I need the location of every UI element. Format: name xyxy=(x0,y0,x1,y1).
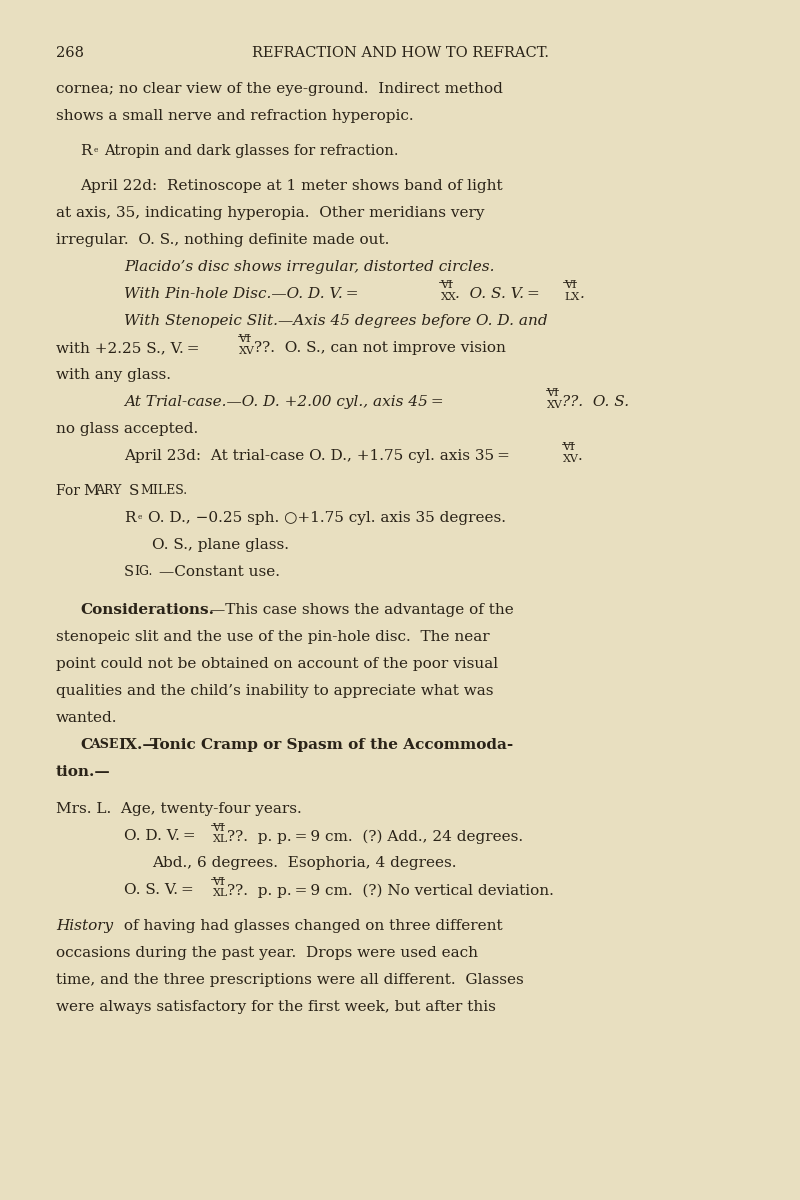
Text: IX.—: IX.— xyxy=(118,738,158,751)
Text: Tonic Cramp or Spasm of the Accommoda-: Tonic Cramp or Spasm of the Accommoda- xyxy=(150,738,513,751)
Text: History: History xyxy=(56,918,113,932)
Text: Mrs. L.  Age, twenty-four years.: Mrs. L. Age, twenty-four years. xyxy=(56,803,302,816)
Text: —Constant use.: —Constant use. xyxy=(159,565,280,578)
Text: XV: XV xyxy=(547,400,563,409)
Text: .: . xyxy=(579,287,584,301)
Text: S: S xyxy=(124,565,134,578)
Text: VI: VI xyxy=(212,823,225,833)
Text: O. D. V. =: O. D. V. = xyxy=(124,829,198,844)
Text: ᵉ: ᵉ xyxy=(94,146,98,160)
Text: XX: XX xyxy=(441,292,457,301)
Text: of having had glasses changed on three different: of having had glasses changed on three d… xyxy=(119,918,503,932)
Text: ??.  p. p. = 9 cm.  (?) Add., 24 degrees.: ??. p. p. = 9 cm. (?) Add., 24 degrees. xyxy=(227,829,523,844)
Text: Placido’s disc shows irregular, distorted circles.: Placido’s disc shows irregular, distorte… xyxy=(124,259,494,274)
Text: cornea; no clear view of the eye-ground.  Indirect method: cornea; no clear view of the eye-ground.… xyxy=(56,82,503,96)
Text: XV: XV xyxy=(563,454,579,463)
Text: ??.  p. p. = 9 cm.  (?) No vertical deviation.: ??. p. p. = 9 cm. (?) No vertical deviat… xyxy=(227,883,554,898)
Text: occasions during the past year.  Drops were used each: occasions during the past year. Drops we… xyxy=(56,946,478,960)
Text: VI: VI xyxy=(440,280,453,290)
Text: .: . xyxy=(578,449,582,463)
Text: ASE: ASE xyxy=(90,738,118,751)
Text: O. S., plane glass.: O. S., plane glass. xyxy=(152,538,289,552)
Text: At Trial-case.—O. D. +2.00 cyl., axis 45 =: At Trial-case.—O. D. +2.00 cyl., axis 45… xyxy=(124,395,446,409)
Text: XL: XL xyxy=(213,834,228,845)
Text: point could not be obtained on account of the poor visual: point could not be obtained on account o… xyxy=(56,656,498,671)
Text: with +2.25 S., V. =: with +2.25 S., V. = xyxy=(56,341,202,355)
Text: 268: 268 xyxy=(56,46,84,60)
Text: —This case shows the advantage of the: —This case shows the advantage of the xyxy=(210,602,514,617)
Text: .  O. S. V. =: . O. S. V. = xyxy=(455,287,543,301)
Text: time, and the three prescriptions were all different.  Glasses: time, and the three prescriptions were a… xyxy=(56,972,524,986)
Text: M: M xyxy=(83,484,99,498)
Text: ??.  O. S., can not improve vision: ??. O. S., can not improve vision xyxy=(254,341,506,355)
Text: with any glass.: with any glass. xyxy=(56,367,171,382)
Text: LX: LX xyxy=(565,292,580,301)
Text: shows a small nerve and refraction hyperopic.: shows a small nerve and refraction hyper… xyxy=(56,108,414,122)
Text: ᵉ: ᵉ xyxy=(138,514,142,527)
Text: S: S xyxy=(129,484,139,498)
Text: ??.  O. S.: ??. O. S. xyxy=(562,395,629,409)
Text: tion.—: tion.— xyxy=(56,764,110,779)
Text: Considerations.: Considerations. xyxy=(80,602,214,617)
Text: XL: XL xyxy=(213,888,228,899)
Text: C: C xyxy=(80,738,92,751)
Text: ARY: ARY xyxy=(95,484,126,497)
Text: VI: VI xyxy=(212,877,225,887)
Text: MILES.: MILES. xyxy=(141,484,188,497)
Text: XV: XV xyxy=(239,346,255,355)
Text: R: R xyxy=(124,511,135,524)
Text: With Stenopeic Slit.—Axis 45 degrees before O. D. and: With Stenopeic Slit.—Axis 45 degrees bef… xyxy=(124,313,548,328)
Text: VI: VI xyxy=(562,442,575,452)
Text: April 22d:  Retinoscope at 1 meter shows band of light: April 22d: Retinoscope at 1 meter shows … xyxy=(80,179,502,193)
Text: wanted.: wanted. xyxy=(56,710,118,725)
Text: stenopeic slit and the use of the pin-hole disc.  The near: stenopeic slit and the use of the pin-ho… xyxy=(56,630,490,643)
Text: R: R xyxy=(80,144,91,157)
Text: Abd., 6 degrees.  Esophoria, 4 degrees.: Abd., 6 degrees. Esophoria, 4 degrees. xyxy=(152,857,457,870)
Text: VI: VI xyxy=(564,280,577,290)
Text: at axis, 35, indicating hyperopia.  Other meridians very: at axis, 35, indicating hyperopia. Other… xyxy=(56,205,485,220)
Text: were always satisfactory for the first week, but after this: were always satisfactory for the first w… xyxy=(56,1000,496,1014)
Text: O. S. V. =: O. S. V. = xyxy=(124,883,197,898)
Text: VI: VI xyxy=(546,388,559,398)
Text: For: For xyxy=(56,484,84,498)
Text: VI: VI xyxy=(238,334,251,344)
Text: April 23d:  At trial-case O. D., +1.75 cyl. axis 35 =: April 23d: At trial-case O. D., +1.75 cy… xyxy=(124,449,513,463)
Text: REFRACTION AND HOW TO REFRACT.: REFRACTION AND HOW TO REFRACT. xyxy=(251,46,549,60)
Text: Atropin and dark glasses for refraction.: Atropin and dark glasses for refraction. xyxy=(104,144,398,157)
Text: irregular.  O. S., nothing definite made out.: irregular. O. S., nothing definite made … xyxy=(56,233,390,247)
Text: O. D., −0.25 sph. ○+1.75 cyl. axis 35 degrees.: O. D., −0.25 sph. ○+1.75 cyl. axis 35 de… xyxy=(148,511,506,524)
Text: IG.: IG. xyxy=(134,565,153,578)
Text: no glass accepted.: no glass accepted. xyxy=(56,421,198,436)
Text: qualities and the child’s inability to appreciate what was: qualities and the child’s inability to a… xyxy=(56,684,494,697)
Text: With Pin-hole Disc.—O. D. V. =: With Pin-hole Disc.—O. D. V. = xyxy=(124,287,362,301)
